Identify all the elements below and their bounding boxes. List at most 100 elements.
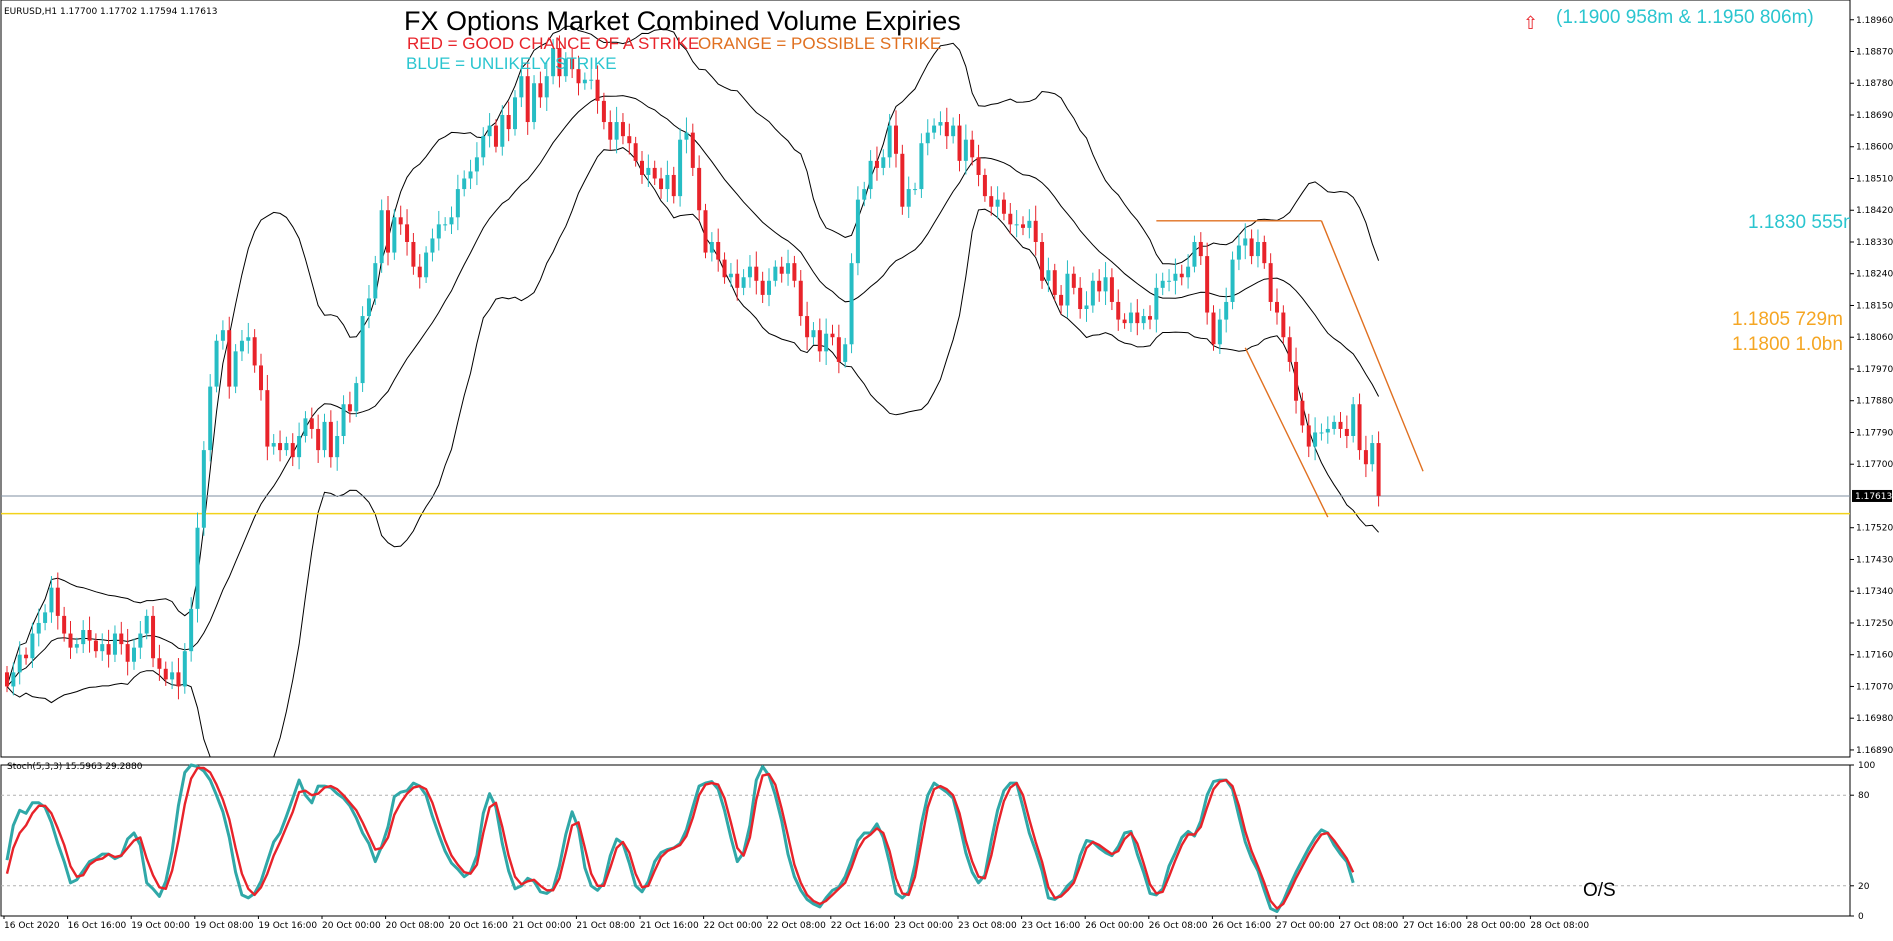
candle-body — [684, 132, 689, 140]
candle-body — [309, 418, 314, 429]
price-tick-label: 1.18330 — [1856, 238, 1893, 248]
candle-body — [900, 153, 905, 207]
time-tick-label: 22 Oct 00:00 — [704, 921, 763, 931]
candle-body — [532, 83, 537, 123]
candle-body — [1008, 213, 1013, 225]
candle-body — [55, 587, 60, 616]
candle-body — [392, 217, 397, 253]
price-tick-label: 1.17070 — [1856, 682, 1893, 692]
candle-body — [570, 58, 575, 70]
candle-body — [1173, 273, 1178, 281]
candle-body — [957, 125, 962, 161]
candle-body — [817, 330, 822, 352]
channel-upper-diagonal — [1320, 220, 1424, 472]
candle-body — [462, 178, 467, 190]
candle-body — [1376, 443, 1381, 496]
stoch-tick-label: 80 — [1858, 791, 1870, 801]
candle-body — [1027, 220, 1032, 228]
time-tick-label: 23 Oct 00:00 — [894, 921, 953, 931]
candle-body — [322, 421, 327, 451]
candle-body — [411, 241, 416, 267]
candle-body — [1014, 224, 1019, 226]
candle-body — [144, 615, 149, 634]
candle-body — [17, 654, 22, 673]
candle-body — [798, 280, 803, 317]
candle-body — [1211, 312, 1216, 345]
candle-body — [62, 615, 67, 634]
candle-body — [1116, 301, 1121, 320]
price-tick-label: 1.17250 — [1856, 619, 1893, 629]
candle-body — [1275, 301, 1279, 313]
candle-body — [982, 174, 987, 197]
candle-body — [830, 333, 835, 338]
candle-body — [189, 608, 194, 652]
price-tick-label: 1.18060 — [1856, 333, 1893, 343]
candle-body — [1205, 256, 1210, 313]
candle-body — [163, 668, 168, 680]
time-tick-label: 20 Oct 16:00 — [449, 921, 508, 931]
candle-body — [1332, 421, 1337, 429]
time-tick-label: 19 Oct 08:00 — [195, 921, 254, 931]
candle-body — [728, 273, 733, 278]
candle-body — [119, 633, 124, 645]
candle-body — [1179, 273, 1184, 278]
candle-body — [5, 672, 9, 687]
stoch-tick-label: 20 — [1858, 882, 1870, 892]
candle-body — [405, 224, 410, 242]
candle-body — [43, 612, 48, 623]
candle-body — [970, 139, 975, 158]
candle-body — [1097, 280, 1102, 292]
candle-body — [297, 435, 302, 458]
price-tick-label: 1.18240 — [1856, 270, 1893, 280]
price-tick-label: 1.18600 — [1856, 143, 1893, 153]
price-tick-label: 1.17970 — [1856, 365, 1893, 375]
candle-body — [836, 337, 841, 362]
candle-body — [1300, 400, 1305, 426]
candle-body — [633, 143, 638, 161]
candle-body — [620, 122, 625, 137]
candle-body — [398, 217, 403, 225]
price-tick-label: 1.18960 — [1856, 16, 1893, 26]
candle-body — [487, 125, 492, 137]
candle-body — [601, 100, 606, 123]
candle-body — [874, 160, 879, 168]
candle-body — [227, 330, 232, 387]
price-tick-label: 1.17430 — [1856, 555, 1893, 565]
candle-body — [963, 139, 968, 161]
time-tick-label: 19 Oct 00:00 — [131, 921, 190, 931]
candle-body — [112, 633, 117, 655]
candle-body — [1351, 404, 1356, 436]
candle-body — [74, 644, 79, 648]
candle-body — [805, 316, 810, 338]
candle-body — [563, 58, 568, 77]
candle-body — [779, 266, 784, 274]
candle-body — [582, 79, 587, 84]
candle-body — [519, 76, 524, 98]
candle-body — [1078, 287, 1083, 310]
candle-body — [246, 337, 251, 341]
candle-body — [811, 330, 816, 338]
candle-body — [1370, 443, 1375, 465]
price-tick-label: 1.17520 — [1856, 524, 1893, 534]
candle-body — [157, 658, 162, 669]
candle-body — [1154, 287, 1159, 320]
time-tick-label: 16 Oct 2020 — [4, 921, 60, 931]
legend-blue: BLUE = UNLIKELY STRIKE — [406, 54, 617, 73]
candle-body — [506, 114, 511, 130]
time-tick-label: 26 Oct 08:00 — [1149, 921, 1208, 931]
candle-body — [690, 132, 695, 168]
time-axis: 16 Oct 2020 16 Oct 16:00 19 Oct 00:00 19 Oc… — [3, 916, 1589, 931]
time-tick-label: 21 Oct 00:00 — [513, 921, 572, 931]
candle-body — [932, 125, 937, 133]
candle-body — [436, 224, 441, 239]
candle-body — [68, 633, 73, 648]
chart-title: FX Options Market Combined Volume Expiri… — [404, 6, 961, 36]
time-tick-label: 20 Oct 00:00 — [322, 921, 381, 931]
candle-body — [1148, 316, 1152, 320]
candle-body — [138, 633, 143, 648]
candle-body — [855, 199, 860, 264]
candle-body — [849, 263, 854, 345]
expiry-top-note: (1.1900 958m & 1.1950 806m) — [1556, 7, 1814, 28]
candle-body — [1001, 199, 1006, 214]
